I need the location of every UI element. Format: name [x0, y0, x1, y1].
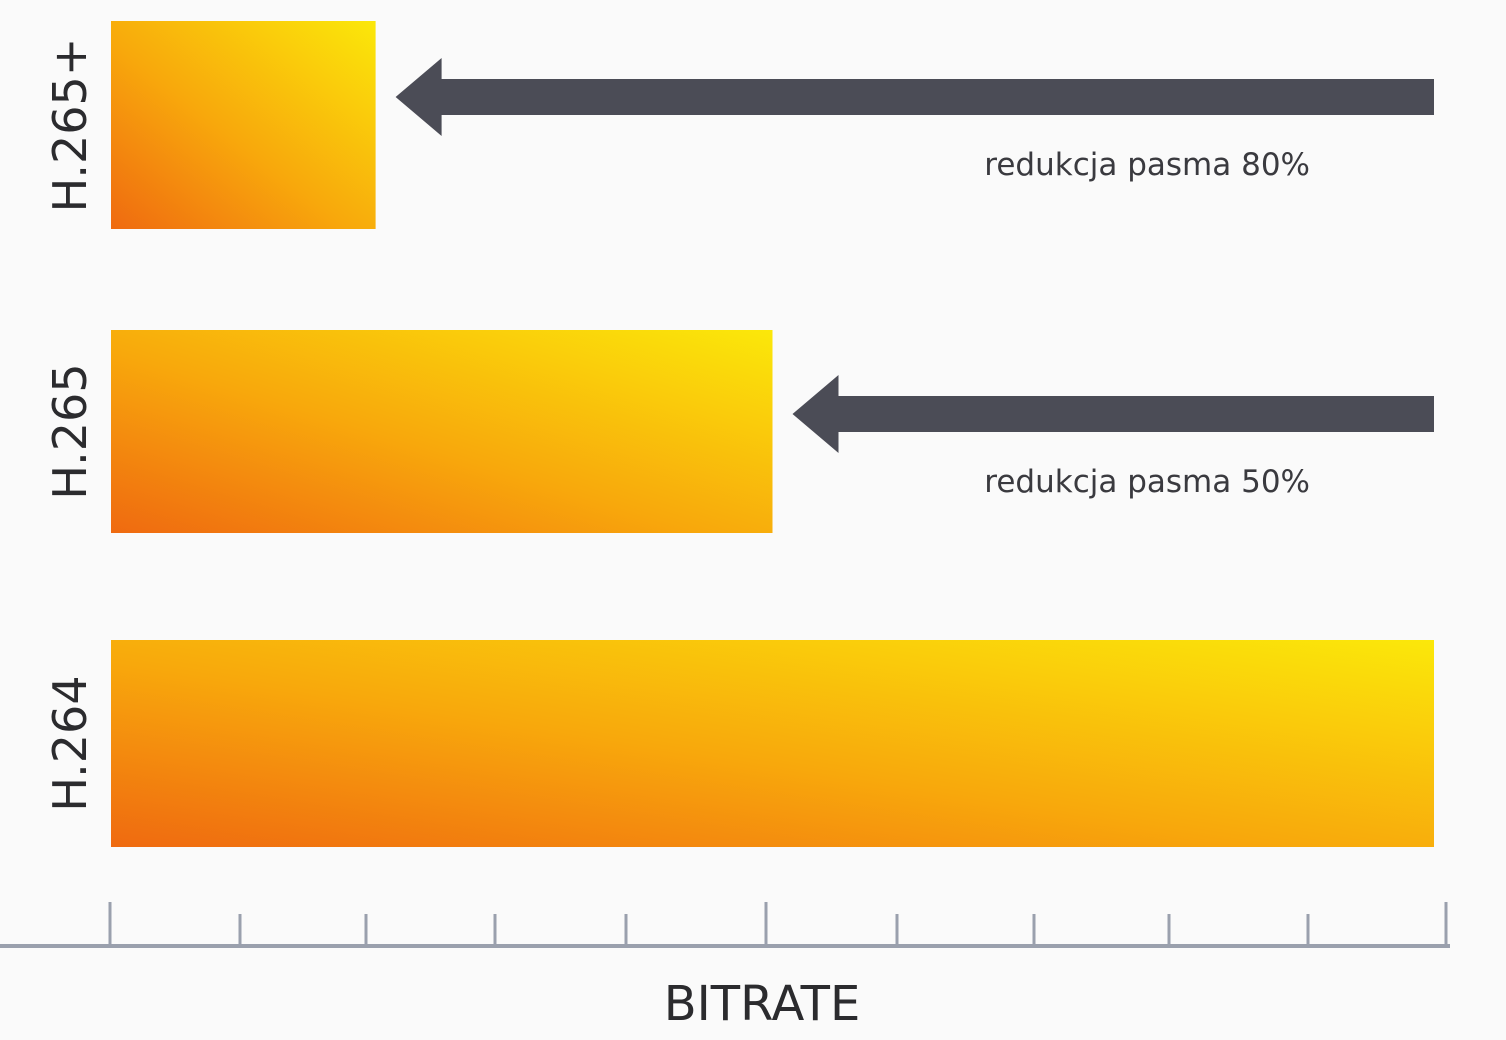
arrows-layer: [395, 58, 1435, 453]
bar-h-265: [111, 21, 376, 229]
bars-layer: [111, 21, 1434, 847]
bar-h-264: [111, 640, 1434, 847]
category-label-h-265: H.265: [43, 363, 97, 499]
x-axis: [0, 902, 1450, 948]
annotation-h-265: redukcja pasma 80%: [984, 147, 1310, 183]
reduction-arrow-h-265: [395, 58, 1435, 136]
annotation-h-265: redukcja pasma 50%: [984, 464, 1310, 500]
bar-h-265: [111, 330, 773, 533]
reduction-arrow-h-265: [792, 375, 1434, 453]
x-axis-title: BITRATE: [664, 976, 861, 1032]
labels-layer: H.265+ H.265 H.264 redukcja pasma 80% redukc…: [43, 38, 1310, 812]
category-label-h-265: H.265+: [43, 38, 97, 213]
category-label-h-264: H.264: [43, 675, 97, 811]
